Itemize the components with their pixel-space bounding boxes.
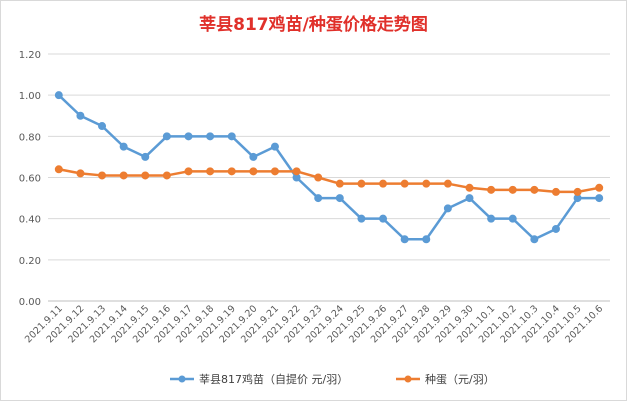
y-tick-label: 0.00 [19, 297, 41, 308]
data-point [270, 167, 279, 176]
data-point [422, 235, 431, 244]
series-line-1 [58, 168, 600, 194]
legend-marker [404, 375, 412, 383]
data-point [551, 224, 560, 233]
data-point [595, 183, 604, 192]
y-tick-label: 0.20 [19, 256, 41, 267]
data-point [400, 235, 409, 244]
data-point [249, 152, 258, 161]
data-point [335, 179, 344, 188]
data-point [98, 122, 107, 131]
data-point [551, 187, 560, 196]
data-point [184, 167, 193, 176]
data-point [184, 132, 193, 141]
y-tick-label: 1.20 [19, 50, 41, 61]
data-point [206, 167, 215, 176]
data-point [141, 171, 150, 180]
data-point [379, 214, 388, 223]
data-point [314, 173, 323, 182]
data-point [487, 214, 496, 223]
data-point [206, 132, 215, 141]
data-point [314, 194, 323, 203]
data-point [443, 204, 452, 213]
data-point [357, 179, 366, 188]
data-point [508, 214, 517, 223]
data-point [379, 179, 388, 188]
data-point [508, 185, 517, 194]
y-tick-label: 0.80 [19, 132, 41, 143]
legend: 莘县817鸡苗（自提价 元/羽） 种蛋（元/羽） [170, 372, 495, 386]
y-tick-label: 0.40 [19, 215, 41, 226]
y-tick-label: 1.00 [19, 91, 41, 102]
data-point [465, 183, 474, 192]
data-point [292, 167, 301, 176]
series-line-0 [57, 94, 600, 241]
data-point [270, 142, 279, 151]
y-axis-ticks: 0.00 0.20 0.40 0.60 0.80 1.00 1.20 [19, 50, 41, 308]
series-lines [54, 91, 604, 244]
data-point [595, 194, 604, 203]
data-point [227, 132, 236, 141]
y-tick-label: 0.60 [19, 174, 41, 185]
grid-lines [48, 53, 610, 302]
data-point [54, 165, 63, 174]
data-point [227, 167, 236, 176]
data-point [465, 194, 474, 203]
data-point [400, 179, 409, 188]
data-point [443, 179, 452, 188]
data-point [422, 179, 431, 188]
data-point [54, 91, 63, 100]
legend-label: 莘县817鸡苗（自提价 元/羽） [199, 372, 348, 386]
data-point [530, 235, 539, 244]
data-point [162, 132, 171, 141]
data-point [76, 169, 85, 178]
data-point [530, 185, 539, 194]
data-point [98, 171, 107, 180]
data-point [573, 187, 582, 196]
legend-label: 种蛋（元/羽） [425, 372, 495, 386]
data-point [119, 171, 128, 180]
data-point [357, 214, 366, 223]
data-point [487, 185, 496, 194]
legend-marker [178, 375, 186, 383]
x-axis-ticks: 2021.9.112021.9.122021.9.132021.9.142021… [23, 303, 605, 345]
data-point [249, 167, 258, 176]
chart-title: 莘县817鸡苗/种蛋价格走势图 [199, 15, 428, 35]
data-point [119, 142, 128, 151]
data-point [335, 194, 344, 203]
data-point [76, 111, 85, 120]
data-point [162, 171, 171, 180]
data-point [141, 152, 150, 161]
